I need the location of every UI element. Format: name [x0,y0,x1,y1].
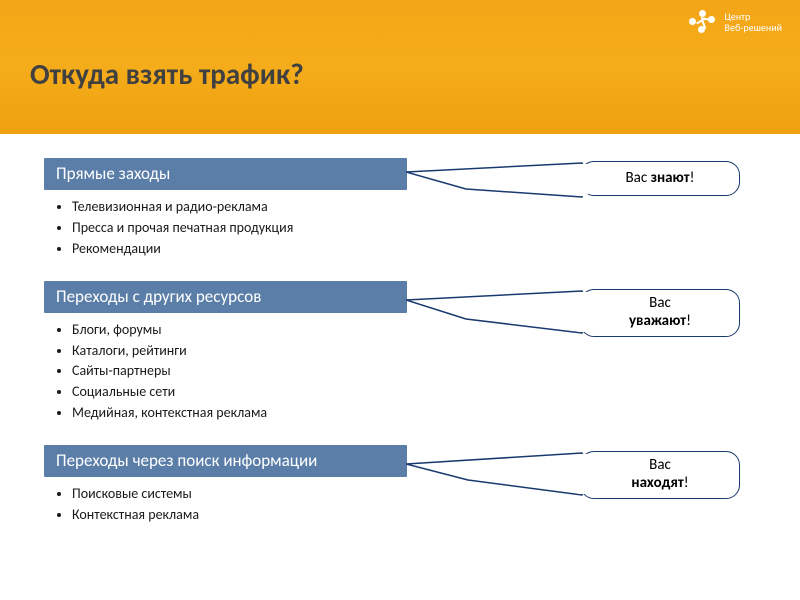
list-item: Пресса и прочая печатная продукция [72,219,800,238]
callout-text: Вас [587,294,733,312]
list-item: Сайты-партнеры [72,362,800,381]
slide-header: Откуда взять трафик? Центр Веб-решений [0,0,800,134]
callout-bold: находят [631,474,683,492]
logo-text: Центр Веб-решений [725,11,782,34]
callout-found: Вас находят! [580,451,740,499]
section-heading: Переходы через поиск информации [44,445,407,477]
callout-punct: ! [686,312,691,330]
callout-tail-icon [406,450,588,502]
callout-text: Вас [625,169,650,187]
callout-tail-icon [406,160,588,208]
callout-text: Вас [587,456,733,474]
list-item: Каталоги, рейтинги [72,342,800,361]
list-item: Социальные сети [72,383,800,402]
list-item: Рекомендации [72,240,800,259]
page-title: Откуда взять трафик? [30,56,304,92]
callout-bold: знают [651,169,690,187]
callout-punct: ! [690,169,695,187]
list-item: Медийная, контекстная реклама [72,404,800,423]
logo-icon [689,10,717,34]
section-heading: Переходы с других ресурсов [44,281,407,313]
logo-line2: Веб-решений [725,22,782,34]
callout-known: Вас знают! [580,161,740,196]
callout-respected: Вас уважают! [580,289,740,337]
callout-bold: уважают [629,312,686,330]
list-item: Контекстная реклама [72,506,800,525]
brand-logo: Центр Веб-решений [689,10,782,34]
callout-punct: ! [684,474,689,492]
section-heading: Прямые заходы [44,158,407,190]
callout-tail-icon [406,288,588,340]
